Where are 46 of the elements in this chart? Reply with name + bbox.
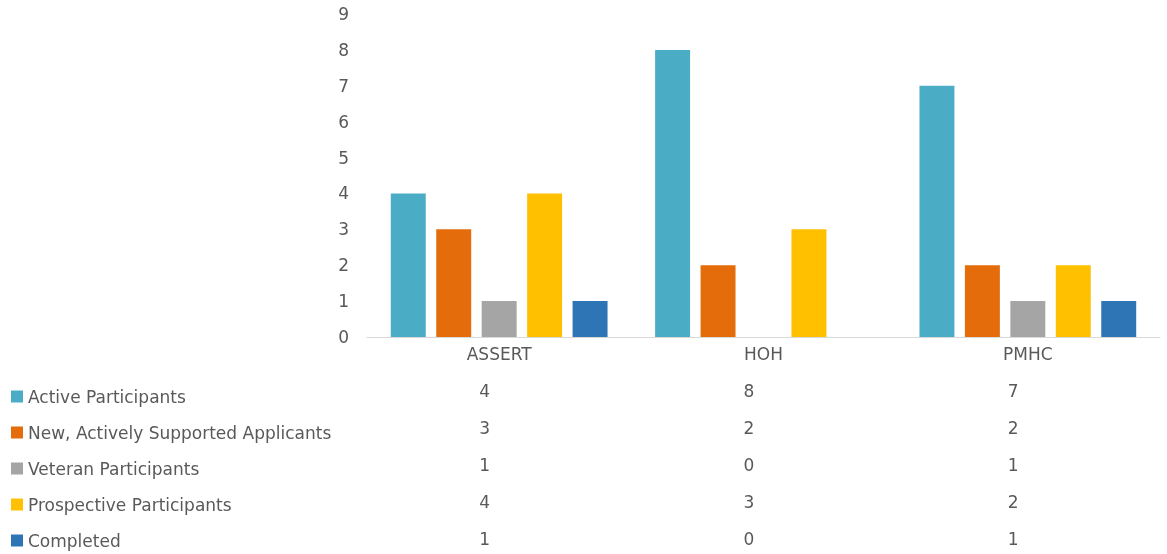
y-tick-label: 7 — [338, 75, 349, 96]
legend-label: Completed — [28, 530, 121, 551]
y-tick-label: 1 — [338, 291, 349, 312]
bar — [1101, 301, 1137, 337]
bar — [655, 49, 691, 337]
bar — [527, 193, 563, 337]
bar — [700, 265, 736, 337]
y-tick-label: 0 — [338, 327, 349, 347]
data-label: 4 — [479, 380, 490, 401]
data-label: 1 — [1007, 454, 1019, 475]
x-tick-label: PMHC — [1003, 343, 1053, 364]
bar — [436, 229, 472, 337]
data-label: 2 — [743, 417, 755, 438]
y-tick-label: 4 — [338, 183, 349, 204]
data-label: 0 — [743, 454, 755, 475]
legend-label: New, Actively Supported Applicants — [28, 422, 332, 443]
bar — [791, 229, 827, 337]
legend-label: Prospective Participants — [28, 494, 232, 515]
y-tick-label: 5 — [338, 147, 349, 168]
bar — [1055, 265, 1091, 337]
y-tick-label: 9 — [338, 4, 349, 24]
data-label: 2 — [1007, 417, 1019, 438]
bar — [964, 265, 1000, 337]
data-label: 1 — [479, 454, 490, 475]
data-label: 3 — [743, 491, 755, 512]
y-tick-label: 8 — [338, 39, 349, 60]
legend-label: Veteran Participants — [28, 458, 200, 479]
data-label: 0 — [743, 528, 755, 549]
data-label: 7 — [1007, 380, 1019, 401]
bar — [572, 301, 608, 337]
bar — [390, 193, 426, 337]
data-label: 1 — [479, 528, 490, 549]
legend-label: Active Participants — [28, 386, 186, 407]
data-label: 8 — [743, 380, 755, 401]
x-tick-label: HOH — [744, 343, 783, 364]
bar — [1010, 301, 1046, 337]
y-tick-label: 3 — [338, 219, 349, 240]
data-label: 3 — [479, 417, 490, 438]
y-tick-label: 6 — [338, 111, 349, 132]
data-label: 1 — [1007, 528, 1019, 549]
y-tick-label: 2 — [338, 255, 349, 276]
x-tick-label: ASSERT — [466, 343, 533, 364]
data-label: 4 — [479, 491, 490, 512]
bar — [481, 301, 517, 337]
bar — [919, 85, 955, 337]
data-label: 2 — [1007, 491, 1019, 512]
